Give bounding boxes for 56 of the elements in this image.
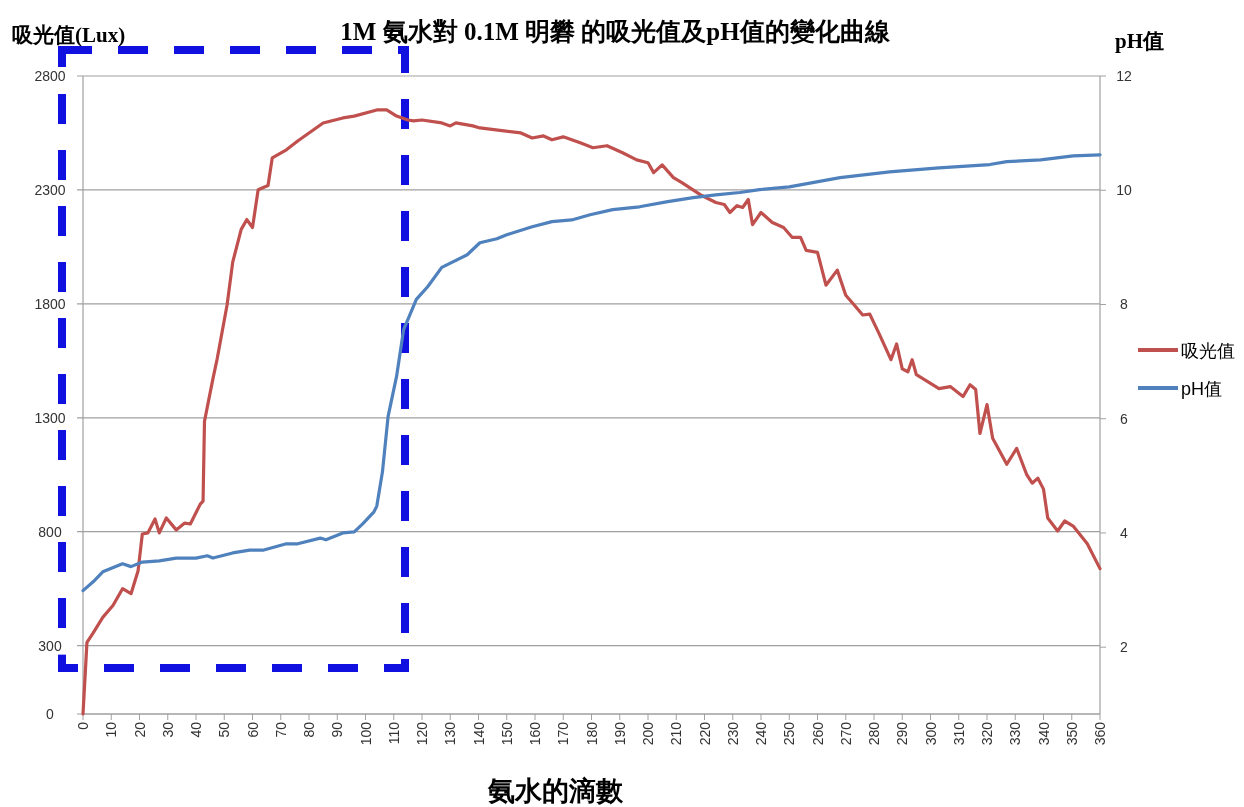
x-tick-label: 70 [272,721,289,738]
x-tick-label: 150 [498,721,515,746]
x-tick-label: 230 [724,721,741,746]
x-tick-label: 190 [611,721,628,746]
x-tick-label: 180 [583,721,600,746]
x-tick-label: 130 [442,721,459,746]
x-tick-label: 270 [837,721,854,746]
y2-axis-title: pH值 [1115,29,1165,53]
x-tick-label: 80 [301,721,317,738]
y-axis-title: 吸光值(Lux) [12,23,126,47]
x-tick-label: 260 [809,721,826,746]
x-tick-label: 250 [781,721,798,746]
y2-tick-label: 4 [1120,524,1129,541]
y-tick-label: 0 [46,706,55,722]
x-tick-label: 280 [866,721,882,746]
x-tick-label: 90 [329,721,346,738]
x-tick-label: 320 [979,721,995,746]
x-tick-label: 60 [244,721,261,738]
x-tick-label: 300 [922,721,939,746]
x-tick-label: 290 [894,721,911,746]
legend-label: 吸光值 [1181,341,1235,361]
x-tick-label: 10 [103,721,120,738]
x-tick-label: 160 [527,721,543,746]
x-tick-label: 350 [1063,721,1080,746]
x-tick-label: 220 [696,721,713,746]
x-tick-label: 210 [668,721,685,746]
y-tick-label: 2300 [34,181,66,198]
x-tick-label: 30 [159,721,176,738]
x-tick-label: 100 [357,721,374,746]
x-tick-label: 170 [555,721,572,746]
x-tick-label: 140 [470,721,487,746]
x-tick-label: 50 [216,721,233,738]
x-tick-label: 340 [1035,721,1052,746]
x-tick-label: 0 [75,721,91,730]
y2-tick-label: 10 [1116,182,1132,199]
x-tick-label: 310 [950,721,967,746]
x-tick-label: 360 [1092,721,1108,746]
y2-tick-label: 8 [1120,296,1129,313]
x-axis-title: 氨水的滴數 [486,776,624,806]
x-tick-label: 200 [640,721,656,746]
x-tick-label: 110 [385,721,402,745]
y2-tick-label: 2 [1120,639,1129,656]
y-tick-label: 1300 [34,409,66,426]
y2-tick-label: 12 [1116,68,1132,84]
y-tick-label: 800 [38,523,62,540]
x-tick-label: 40 [188,721,204,738]
y-tick-label: 2800 [34,68,66,84]
y-tick-label: 300 [38,637,62,654]
x-tick-label: 330 [1007,721,1024,746]
x-tick-label: 240 [753,721,769,746]
legend-label: pH值 [1181,379,1223,399]
x-tick-label: 120 [414,721,430,746]
chart-title: 1M 氨水對 0.1M 明礬 的吸光值及pH值的變化曲線 [340,18,891,45]
y-tick-label: 1800 [34,295,66,312]
y2-tick-label: 6 [1120,410,1129,427]
x-tick-label: 20 [131,721,148,738]
